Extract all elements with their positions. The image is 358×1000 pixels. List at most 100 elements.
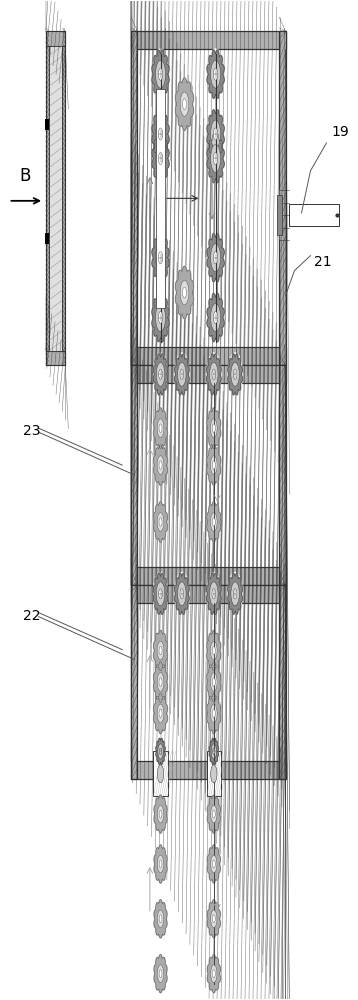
Circle shape [212, 424, 215, 432]
Circle shape [157, 704, 164, 723]
Circle shape [159, 461, 162, 469]
Circle shape [183, 287, 187, 298]
Polygon shape [228, 354, 242, 395]
Bar [49, 46, 62, 351]
Circle shape [158, 152, 163, 164]
Polygon shape [207, 573, 221, 614]
Circle shape [157, 673, 164, 691]
Polygon shape [207, 134, 224, 183]
Polygon shape [207, 693, 221, 734]
Circle shape [211, 855, 217, 873]
Circle shape [180, 369, 184, 379]
Polygon shape [207, 955, 221, 993]
Circle shape [209, 582, 218, 606]
Circle shape [211, 304, 221, 331]
Circle shape [211, 744, 217, 759]
Circle shape [180, 92, 189, 116]
Circle shape [158, 252, 163, 264]
Circle shape [159, 589, 162, 599]
Circle shape [207, 502, 221, 542]
Circle shape [211, 60, 221, 88]
Circle shape [153, 352, 168, 396]
Bar [131, 347, 286, 365]
Circle shape [153, 445, 168, 485]
Circle shape [159, 915, 162, 923]
Bar [131, 31, 286, 49]
Circle shape [159, 678, 162, 686]
Polygon shape [153, 573, 168, 614]
Polygon shape [207, 630, 221, 671]
Circle shape [227, 352, 243, 396]
Circle shape [207, 662, 221, 702]
Circle shape [158, 68, 163, 80]
Circle shape [213, 312, 218, 323]
Polygon shape [152, 233, 169, 282]
Circle shape [207, 845, 221, 883]
Polygon shape [207, 900, 221, 938]
Circle shape [206, 232, 225, 284]
Circle shape [209, 737, 219, 765]
Polygon shape [207, 354, 221, 395]
Bar [279, 585, 286, 779]
Polygon shape [209, 738, 218, 764]
Polygon shape [154, 630, 168, 671]
Circle shape [211, 144, 221, 172]
Polygon shape [154, 955, 167, 993]
Circle shape [212, 589, 216, 599]
Circle shape [213, 152, 218, 164]
Circle shape [178, 362, 186, 386]
Circle shape [159, 709, 162, 718]
Circle shape [151, 292, 170, 343]
Circle shape [213, 252, 218, 264]
Polygon shape [154, 445, 168, 485]
Polygon shape [152, 50, 169, 98]
Circle shape [159, 369, 162, 379]
Circle shape [212, 709, 215, 718]
Circle shape [212, 518, 215, 526]
Circle shape [158, 965, 164, 982]
Circle shape [156, 120, 165, 148]
Circle shape [151, 133, 170, 184]
Circle shape [206, 292, 225, 343]
Circle shape [211, 120, 221, 148]
Circle shape [156, 144, 165, 172]
Circle shape [154, 955, 167, 993]
Circle shape [156, 60, 165, 88]
Circle shape [233, 369, 237, 379]
Circle shape [213, 748, 215, 755]
Bar [62, 31, 65, 365]
Circle shape [153, 693, 168, 734]
Circle shape [233, 589, 237, 599]
Circle shape [212, 860, 215, 868]
Circle shape [206, 133, 225, 184]
Text: 21: 21 [314, 255, 332, 269]
Polygon shape [154, 502, 168, 542]
Circle shape [211, 765, 217, 783]
Polygon shape [154, 408, 168, 449]
Circle shape [153, 408, 168, 449]
Circle shape [211, 641, 217, 660]
Polygon shape [207, 233, 224, 282]
Bar [131, 365, 286, 383]
Bar [276, 195, 282, 235]
Polygon shape [154, 845, 167, 883]
Circle shape [156, 304, 165, 331]
Circle shape [212, 810, 215, 818]
Circle shape [211, 244, 221, 272]
Circle shape [159, 970, 162, 978]
Circle shape [156, 244, 165, 272]
Circle shape [183, 99, 187, 110]
Circle shape [158, 910, 164, 928]
Circle shape [211, 673, 217, 691]
Circle shape [207, 900, 221, 938]
Polygon shape [154, 662, 168, 702]
Bar [156, 89, 165, 308]
Polygon shape [207, 293, 224, 342]
Polygon shape [175, 266, 194, 319]
Circle shape [211, 704, 217, 723]
Circle shape [211, 456, 217, 474]
Polygon shape [156, 738, 165, 764]
Polygon shape [207, 408, 221, 449]
Polygon shape [152, 110, 169, 158]
Circle shape [175, 266, 194, 319]
